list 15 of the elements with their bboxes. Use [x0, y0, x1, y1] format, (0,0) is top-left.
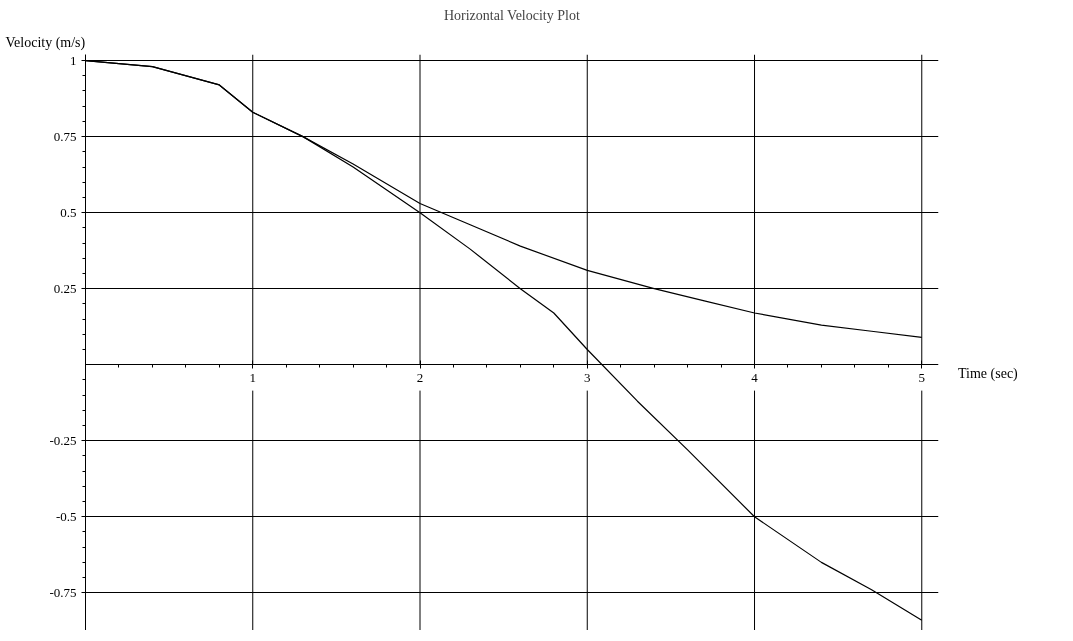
- y-tick-label: -0.5: [55, 508, 77, 524]
- x-tick-label: 4: [751, 369, 759, 385]
- y-tick-label: 0.75: [53, 128, 77, 144]
- y-axis-title: Velocity (m/s): [5, 34, 86, 51]
- y-tick-label: -0.25: [49, 432, 77, 448]
- y-tick-label: 0.25: [53, 280, 77, 296]
- chart-title: Horizontal Velocity Plot: [443, 7, 580, 23]
- x-tick-label: 5: [918, 369, 926, 385]
- y-tick-label: 0.5: [60, 204, 77, 220]
- x-axis-title: Time (sec): [958, 365, 1018, 383]
- y-tick-label: -0.75: [49, 584, 77, 600]
- x-tick-label: 1: [249, 369, 256, 385]
- y-tick-label: 1: [70, 52, 77, 68]
- x-tick-label: 2: [416, 369, 424, 385]
- x-tick-label: 3: [584, 369, 591, 385]
